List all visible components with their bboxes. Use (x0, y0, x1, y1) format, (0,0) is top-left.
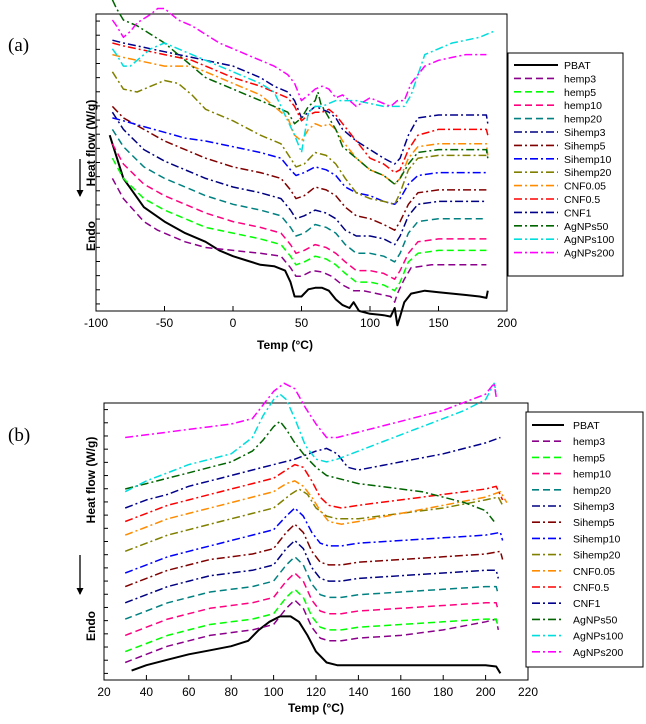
panel-b-legend-label-2: hemp5 (573, 452, 605, 464)
panel-a-legend-label-6: Sihemp5 (564, 140, 606, 152)
panel-b-x-tick-label-4: 100 (264, 685, 284, 699)
panel-b-legend-label-7: Sihemp10 (573, 533, 620, 545)
panel-b-endo-arrow (76, 555, 84, 595)
panel-a-x-tick-label-3: 50 (295, 316, 309, 330)
panel-b-series-sihemp10 (124, 507, 504, 574)
panel-b-legend-label-4: hemp20 (573, 485, 611, 497)
panel-a-endo-label: Endo (84, 221, 98, 251)
panel-b-series-hemp3 (124, 599, 500, 664)
panel-a-series-pbat (108, 134, 489, 327)
panel-a-series-hemp3 (111, 178, 487, 303)
panel-b-legend-label-3: hemp10 (573, 469, 611, 481)
panel-b-label: (b) (8, 425, 30, 446)
panel-a-legend-label-14: AgNPs200 (564, 248, 614, 260)
panel-a-legend-label-9: CNF0.05 (564, 181, 606, 193)
panel-a-series-cnf0-5 (112, 42, 489, 174)
panel-b-series-hemp10 (124, 572, 500, 637)
panel-b-series-cnf0-05 (124, 480, 508, 536)
panel-a-series-cnf0-05 (112, 53, 489, 185)
panel-b-legend-label-13: AgNPs100 (573, 631, 623, 643)
panel-a-legend-label-11: CNF1 (564, 207, 592, 219)
panel-a-series-agnps200 (111, 7, 487, 108)
panel-b-x-tick-label-1: 40 (140, 685, 154, 699)
panel-a-legend-label-2: hemp5 (564, 87, 596, 99)
panel-a-x-tick-label-4: 100 (360, 316, 380, 330)
panel-b-series-hemp20 (124, 556, 500, 620)
panel-a-series-sihemp5 (111, 105, 487, 231)
panel-b-x-axis-title: Temp (°C) (288, 701, 344, 715)
panel-b-legend (525, 411, 644, 668)
panel-b-x-tick-label-6: 140 (348, 685, 368, 699)
panel-a-legend-label-0: PBAT (564, 60, 591, 72)
panel-b-x-tick-label-8: 180 (433, 685, 453, 699)
panel-b-series-agnps200 (125, 382, 497, 439)
panel-b-plot-frame (103, 402, 529, 681)
panel-a-x-axis-title: Temp (°C) (257, 338, 313, 352)
panel-b-x-tick-label-9: 200 (476, 685, 496, 699)
panel-b-x-tick-label-10: 220 (518, 685, 538, 699)
panel-b-x-tick-label-2: 60 (182, 685, 196, 699)
panel-a-x-tick-label-6: 200 (497, 316, 517, 330)
panel-b-legend-label-14: AgNPs200 (573, 647, 623, 659)
panel-b-legend-label-6: Sihemp5 (573, 517, 615, 529)
panel-b-legend-label-11: CNF1 (573, 598, 601, 610)
panel-b-series-sihemp20 (124, 488, 504, 553)
panel-b-series-agnps50 (125, 420, 495, 522)
panel-b-series-cnf1 (124, 436, 501, 509)
panel-b-legend-items: PBAT hemp3 hemp5 hemp10 hemp20 Sihemp3 Sihemp5… (532, 420, 623, 659)
panel-b-y-axis-title: Heat flow (W/g) (84, 437, 98, 524)
panel-a-x-tick-label-0: -100 (84, 316, 108, 330)
panel-a-legend-label-12: AgNPs50 (564, 221, 609, 233)
panel-b-legend-label-1: hemp3 (573, 436, 605, 448)
panel-a-y-axis-title: Heat flow (W/g) (84, 100, 98, 187)
panel-a-legend-label-7: Sihemp10 (564, 154, 611, 166)
panel-a-legend-label-1: hemp3 (564, 73, 596, 85)
panel-a-legend-label-3: hemp10 (564, 100, 602, 112)
panel-b: (b) 20 40 60 80 100 120 140 160 180 200 220 Temp (… (8, 382, 644, 715)
panel-b-series-sihemp5 (124, 523, 504, 588)
panel-b-series (124, 382, 508, 674)
panel-b-series-hemp5 (124, 588, 500, 653)
panel-b-legend-label-9: CNF0.05 (573, 566, 615, 578)
panel-b-series-sihemp3 (124, 539, 500, 604)
panel-a-legend-label-8: Sihemp20 (564, 167, 611, 179)
panel-a-series-agnps100 (111, 30, 494, 154)
panel-a-series-sihemp20 (111, 71, 487, 206)
panel-a-legend (507, 52, 624, 277)
panel-a-x-tick-label-1: -50 (156, 316, 174, 330)
panel-b-x-tick-label-5: 120 (306, 685, 326, 699)
panel-b-endo-label: Endo (84, 611, 98, 641)
panel-a-legend-label-4: hemp20 (564, 114, 602, 126)
panel-a-legend-label-5: Sihemp3 (564, 127, 606, 139)
panel-b-ticks: 20 40 60 80 100 120 140 160 180 200 220 (97, 409, 538, 699)
panel-a-series-hemp5 (111, 157, 487, 292)
panel-b-legend-label-10: CNF0.5 (573, 582, 609, 594)
panel-a-endo-arrow (76, 159, 84, 197)
panel-a-x-tick-label-2: 0 (230, 316, 237, 330)
panel-a-series-sihemp10 (112, 117, 487, 206)
panel-b-series-pbat (131, 615, 502, 674)
panel-b-legend-label-0: PBAT (573, 420, 600, 432)
panel-a-legend-label-13: AgNPs100 (564, 234, 614, 246)
panel-b-legend-label-8: Sihemp20 (573, 550, 620, 562)
panel-a-label: (a) (8, 35, 29, 56)
panel-b-x-tick-label-7: 160 (391, 685, 411, 699)
panel-a-series-sihemp3 (111, 111, 487, 246)
panel-b-x-tick-label-3: 80 (225, 685, 239, 699)
panel-b-series-agnps100 (124, 382, 497, 493)
panel-b-legend-label-5: Sihemp3 (573, 501, 615, 513)
panel-a-series-agnps50 (111, 0, 489, 185)
panel-a-x-tick-label-5: 150 (428, 316, 448, 330)
panel-b-series-cnf0-5 (124, 463, 504, 523)
panel-a-series-hemp20 (111, 128, 487, 263)
panel-a-ticks: -100 -50 0 50 100 150 200 (84, 20, 517, 330)
panel-a: (a) -100 -50 0 50 100 150 200 Temp (°C) Heat f… (8, 0, 624, 352)
panel-a-legend-label-10: CNF0.5 (564, 194, 600, 206)
panel-a-series-hemp10 (111, 143, 487, 280)
panel-b-x-tick-label-0: 20 (97, 685, 111, 699)
panel-a-series (108, 0, 494, 327)
panel-b-legend-label-12: AgNPs50 (573, 614, 618, 626)
